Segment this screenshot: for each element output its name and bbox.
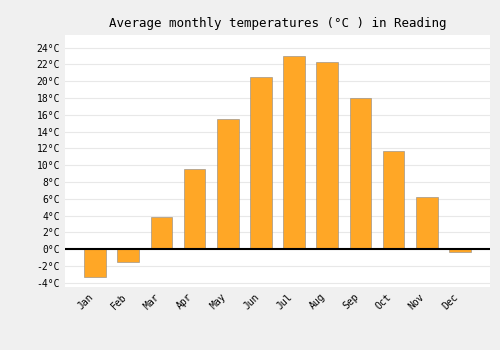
Bar: [217, 119, 238, 249]
Bar: [350, 98, 371, 249]
Bar: [284, 56, 305, 249]
Title: Average monthly temperatures (°C ) in Reading: Average monthly temperatures (°C ) in Re…: [109, 17, 446, 30]
Bar: [84, 249, 106, 277]
Bar: [150, 217, 172, 249]
Bar: [250, 77, 272, 249]
Bar: [449, 249, 470, 252]
Bar: [416, 197, 438, 249]
Bar: [118, 249, 139, 262]
Bar: [383, 151, 404, 249]
Bar: [184, 169, 206, 249]
Bar: [316, 62, 338, 249]
